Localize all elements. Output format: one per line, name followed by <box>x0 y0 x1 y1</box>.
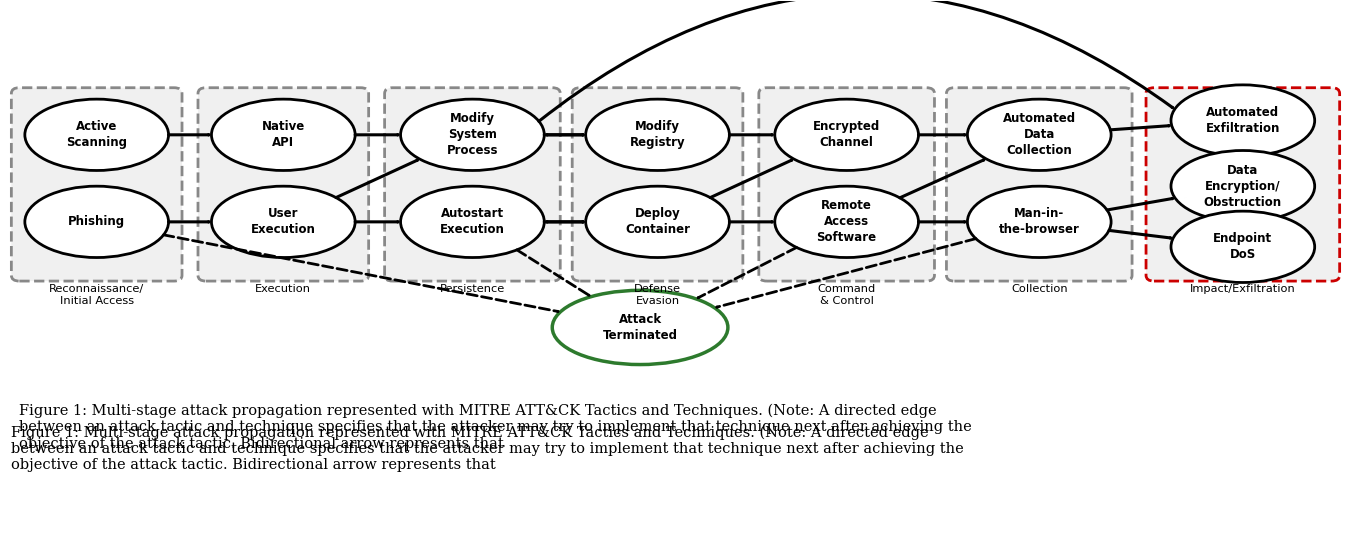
Text: Modify
Registry: Modify Registry <box>630 120 685 149</box>
Ellipse shape <box>967 99 1112 170</box>
Ellipse shape <box>1171 85 1315 156</box>
Text: Persistence: Persistence <box>440 284 505 294</box>
FancyBboxPatch shape <box>946 88 1132 281</box>
FancyBboxPatch shape <box>573 88 743 281</box>
FancyArrowPatch shape <box>711 160 792 198</box>
Text: Man-in-
the-browser: Man-in- the-browser <box>999 208 1079 237</box>
Text: Attack
Terminated: Attack Terminated <box>603 313 677 342</box>
Text: Autostart
Execution: Autostart Execution <box>440 208 505 237</box>
Ellipse shape <box>586 186 730 258</box>
Text: Encrypted
Channel: Encrypted Channel <box>812 120 880 149</box>
Ellipse shape <box>24 186 168 258</box>
Ellipse shape <box>774 186 918 258</box>
FancyArrowPatch shape <box>336 160 417 198</box>
Ellipse shape <box>552 291 728 364</box>
Text: Execution: Execution <box>256 284 311 294</box>
Text: Automated
Exfiltration: Automated Exfiltration <box>1205 106 1280 135</box>
FancyBboxPatch shape <box>1145 88 1339 281</box>
Text: Native
API: Native API <box>261 120 305 149</box>
FancyArrowPatch shape <box>699 247 796 298</box>
FancyBboxPatch shape <box>758 88 934 281</box>
Text: Phishing: Phishing <box>68 216 126 229</box>
Text: Active
Scanning: Active Scanning <box>66 120 127 149</box>
Text: Figure 1: Multi-stage attack propagation represented with MITRE ATT&CK Tactics a: Figure 1: Multi-stage attack propagation… <box>11 425 964 472</box>
Text: User
Execution: User Execution <box>250 208 315 237</box>
FancyArrowPatch shape <box>164 235 558 312</box>
Ellipse shape <box>1171 150 1315 222</box>
Text: Remote
Access
Software: Remote Access Software <box>816 199 876 244</box>
FancyArrowPatch shape <box>716 239 976 307</box>
FancyArrowPatch shape <box>517 250 589 295</box>
Text: Impact/Exfiltration: Impact/Exfiltration <box>1190 284 1296 294</box>
FancyArrowPatch shape <box>1108 198 1173 210</box>
FancyArrowPatch shape <box>1109 230 1170 238</box>
Text: Collection: Collection <box>1011 284 1067 294</box>
FancyArrowPatch shape <box>539 0 1173 121</box>
Text: Defense
Evasion: Defense Evasion <box>634 284 681 306</box>
Text: Endpoint
DoS: Endpoint DoS <box>1213 232 1273 261</box>
Ellipse shape <box>401 99 544 170</box>
Ellipse shape <box>774 99 918 170</box>
Text: Automated
Data
Collection: Automated Data Collection <box>1003 112 1076 157</box>
FancyArrowPatch shape <box>1110 126 1169 130</box>
Ellipse shape <box>1171 211 1315 282</box>
Ellipse shape <box>401 186 544 258</box>
Text: Data
Encryption/
Obstruction: Data Encryption/ Obstruction <box>1204 164 1282 209</box>
FancyBboxPatch shape <box>385 88 561 281</box>
Text: Deploy
Container: Deploy Container <box>626 208 691 237</box>
Ellipse shape <box>211 186 355 258</box>
FancyArrowPatch shape <box>900 160 984 198</box>
Ellipse shape <box>967 186 1112 258</box>
Ellipse shape <box>211 99 355 170</box>
Ellipse shape <box>586 99 730 170</box>
Text: Modify
System
Process: Modify System Process <box>447 112 498 157</box>
Text: Reconnaissance/
Initial Access: Reconnaissance/ Initial Access <box>49 284 145 306</box>
FancyBboxPatch shape <box>11 88 181 281</box>
Ellipse shape <box>24 99 168 170</box>
Text: Figure 1: Multi-stage attack propagation represented with MITRE ATT&CK Tactics a: Figure 1: Multi-stage attack propagation… <box>19 404 972 451</box>
FancyBboxPatch shape <box>198 88 368 281</box>
Text: Command
& Control: Command & Control <box>818 284 876 306</box>
